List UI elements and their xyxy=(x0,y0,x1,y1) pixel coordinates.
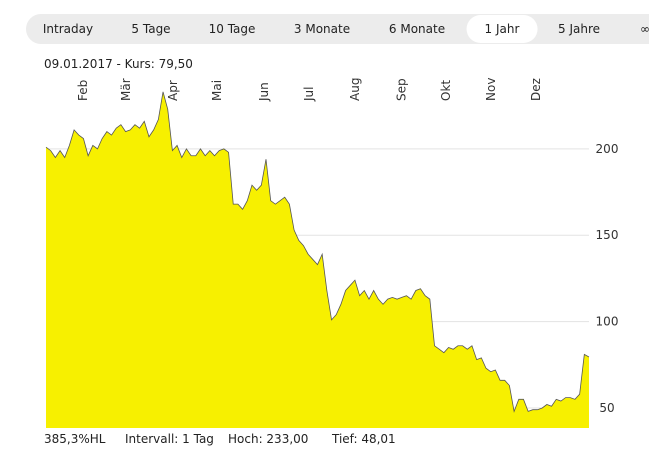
range-tab[interactable]: 1 Jahr xyxy=(466,15,538,43)
x-tick-label: Feb xyxy=(76,80,90,101)
range-tab[interactable]: 5 Tage xyxy=(131,22,171,36)
footer-stat: 385,3%HL xyxy=(44,432,106,446)
area-fill xyxy=(46,91,589,429)
x-tick-label: Dez xyxy=(529,78,543,101)
x-tick-label: Mär xyxy=(119,78,133,101)
range-tab[interactable]: 10 Tage xyxy=(208,22,256,36)
y-tick-label: 100 xyxy=(596,315,619,329)
range-tab[interactable]: ∞ xyxy=(640,22,649,36)
footer-stat: Tief: 48,01 xyxy=(332,432,396,446)
x-tick-label: Okt xyxy=(439,80,453,101)
range-tab[interactable]: 5 Jahre xyxy=(558,22,600,36)
x-tick-label: Jul xyxy=(302,87,316,102)
y-tick-label: 50 xyxy=(599,401,614,415)
x-tick-label: Apr xyxy=(166,80,180,101)
y-tick-label: 200 xyxy=(596,142,619,156)
header-info: 09.01.2017 - Kurs: 79,50 xyxy=(44,57,193,71)
x-tick-label: Mai xyxy=(210,80,224,101)
footer-stat: Intervall: 1 Tag xyxy=(125,432,214,446)
x-tick-label: Nov xyxy=(484,78,498,101)
range-tab[interactable]: 3 Monate xyxy=(293,22,351,36)
range-tab[interactable]: 6 Monate xyxy=(388,22,446,36)
x-tick-label: Aug xyxy=(348,78,362,101)
footer-stat: Hoch: 233,00 xyxy=(228,432,309,446)
x-tick-label: Sep xyxy=(394,78,408,101)
x-tick-label: Jun xyxy=(257,82,271,102)
tab-bar: Intraday 5 Tage 10 Tage 3 Monate 6 Monate 1 J… xyxy=(26,14,649,44)
price-line xyxy=(45,91,590,413)
range-tab[interactable]: Intraday xyxy=(42,22,94,36)
y-tick-label: 150 xyxy=(596,228,619,242)
